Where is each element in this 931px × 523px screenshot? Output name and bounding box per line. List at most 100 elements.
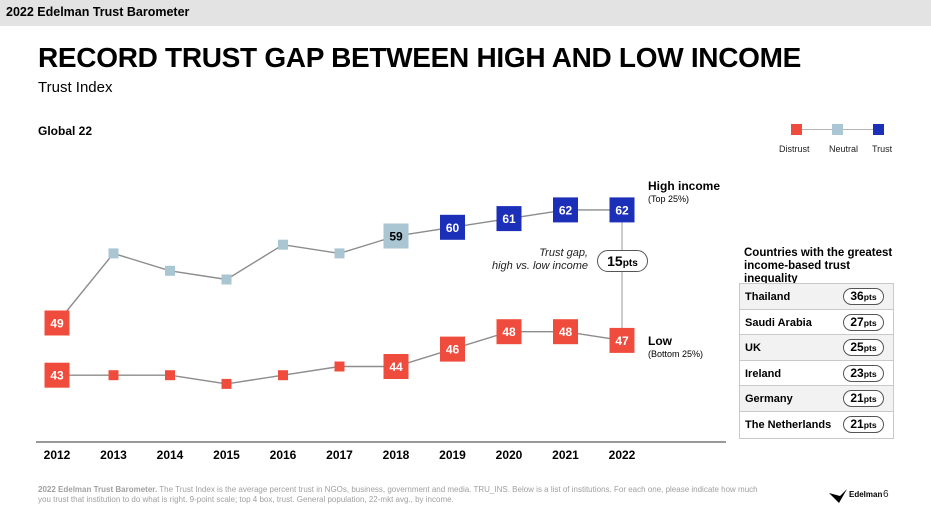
footer-source-bold: 2022 Edelman Trust Barometer. xyxy=(38,485,158,494)
data-label-high-income: 49 xyxy=(50,317,64,331)
series-sublabel-high: (Top 25%) xyxy=(648,194,690,204)
data-point-high-income xyxy=(553,197,578,223)
series-label-high: High income xyxy=(648,179,721,193)
data-label-low-income: 46 xyxy=(446,343,460,357)
country-gap-value: 23 xyxy=(850,365,864,380)
trust-gap-unit: pts xyxy=(622,258,638,269)
country-gap-value: 21 xyxy=(850,416,864,431)
data-point-low-income xyxy=(221,378,232,389)
country-name: The Netherlands xyxy=(745,418,832,431)
country-gap-unit: pts xyxy=(863,292,877,302)
data-point-high-income xyxy=(334,248,345,259)
data-point-high-income xyxy=(496,206,522,232)
footer-source-body: The Trust Index is the average percent t… xyxy=(38,485,758,504)
data-point-high-income xyxy=(278,239,288,250)
data-point-low-income xyxy=(609,327,635,353)
countries-table: Thailand 36pts Saudi Arabia 27pts UK 25pts Ire… xyxy=(739,283,894,439)
footer-source: 2022 Edelman Trust Barometer. The Trust … xyxy=(38,485,758,505)
country-gap-badge: 21pts xyxy=(843,390,884,408)
x-tick-label: 2014 xyxy=(157,448,184,462)
data-label-low-income: 43 xyxy=(50,369,64,383)
x-tick-label: 2016 xyxy=(270,448,297,462)
country-gap-unit: pts xyxy=(863,394,877,405)
legend-label-trust: Trust xyxy=(872,144,893,154)
data-point-high-income xyxy=(108,248,119,259)
legend-label-distrust: Distrust xyxy=(779,144,810,154)
country-name: UK xyxy=(745,342,761,355)
country-row: Ireland 23pts xyxy=(740,360,893,387)
data-point-high-income xyxy=(221,274,232,285)
brand-name: Edelman xyxy=(849,490,883,499)
country-name: Saudi Arabia xyxy=(745,316,812,329)
x-tick-label: 2012 xyxy=(44,448,71,462)
country-name: Ireland xyxy=(745,367,782,380)
legend-swatch-trust xyxy=(873,124,884,135)
trust-gap-label-line: high vs. low income xyxy=(492,260,588,272)
edelman-logo-icon xyxy=(829,489,847,503)
banner-text: 2022 Edelman Trust Barometer xyxy=(6,5,190,19)
x-tick-label: 2015 xyxy=(213,448,240,462)
x-tick-label: 2018 xyxy=(383,448,410,462)
series-sublabel-low: (Bottom 25%) xyxy=(648,349,704,359)
data-label-low-income: 47 xyxy=(615,334,629,348)
country-row: UK 25pts xyxy=(740,335,893,361)
country-row: The Netherlands 21pts xyxy=(740,411,893,438)
legend-label-neutral: Neutral xyxy=(829,144,859,154)
trust-gap-label: Trust gap, high vs. low income xyxy=(470,247,588,273)
country-gap-value: 21 xyxy=(850,391,864,406)
country-name: Germany xyxy=(745,393,793,406)
country-gap-unit: pts xyxy=(863,317,877,328)
data-label-high-income: 61 xyxy=(502,212,516,226)
data-point-low-income xyxy=(108,370,119,381)
data-label-high-income: 62 xyxy=(615,203,629,217)
data-point-low-income xyxy=(165,370,175,381)
country-name: Thailand xyxy=(745,291,791,303)
data-label-low-income: 48 xyxy=(559,325,573,339)
x-tick-label: 2019 xyxy=(439,448,466,462)
series-line-low-income xyxy=(57,331,623,385)
data-label-high-income: 59 xyxy=(389,230,403,244)
country-row: Thailand 36pts xyxy=(740,284,893,310)
data-point-low-income xyxy=(44,362,70,388)
countries-title: Countries with the greatest income-based… xyxy=(744,247,893,285)
data-point-low-income xyxy=(278,370,288,381)
x-tick-label: 2017 xyxy=(326,448,353,462)
country-gap-unit: pts xyxy=(863,343,877,354)
page-title: RECORD TRUST GAP BETWEEN HIGH AND LOW IN… xyxy=(38,42,802,73)
country-gap-unit: pts xyxy=(863,419,877,430)
x-tick-label: 2022 xyxy=(609,448,636,462)
data-point-low-income xyxy=(440,336,465,362)
country-gap-badge: 25pts xyxy=(843,339,884,357)
trust-gap-badge: 15pts xyxy=(597,250,648,272)
scope-label: Global 22 xyxy=(38,124,93,138)
x-tick-label: 2013 xyxy=(100,448,127,462)
data-label-low-income: 48 xyxy=(502,325,516,339)
trust-gap-value: 15 xyxy=(607,253,623,269)
data-label-high-income: 60 xyxy=(446,221,460,235)
page-number: 6 xyxy=(883,489,889,500)
country-gap-badge: 21pts xyxy=(843,415,884,433)
country-gap-value: 25 xyxy=(850,340,864,355)
data-point-high-income xyxy=(44,310,70,336)
x-tick-label: 2020 xyxy=(496,448,523,462)
data-label-high-income: 62 xyxy=(559,203,573,217)
page-subtitle: Trust Index xyxy=(38,79,113,96)
legend-swatch-distrust xyxy=(791,124,802,135)
country-gap-badge: 23pts xyxy=(843,364,884,382)
country-gap-badge: 27pts xyxy=(843,313,884,331)
data-point-high-income xyxy=(383,223,409,249)
data-point-high-income xyxy=(165,265,175,276)
country-gap-value: 27 xyxy=(850,314,864,329)
data-point-low-income xyxy=(553,319,578,345)
data-point-high-income xyxy=(440,214,465,240)
trust-gap-label-line: Trust gap, xyxy=(539,247,588,259)
data-point-low-income xyxy=(334,361,345,372)
data-label-low-income: 44 xyxy=(389,360,403,374)
data-point-low-income xyxy=(496,319,522,345)
country-row: Germany 21pts xyxy=(740,386,893,412)
legend-swatch-neutral xyxy=(832,124,843,135)
country-row: Saudi Arabia 27pts xyxy=(740,309,893,336)
data-point-low-income xyxy=(383,354,409,379)
x-tick-label: 2021 xyxy=(552,448,579,462)
